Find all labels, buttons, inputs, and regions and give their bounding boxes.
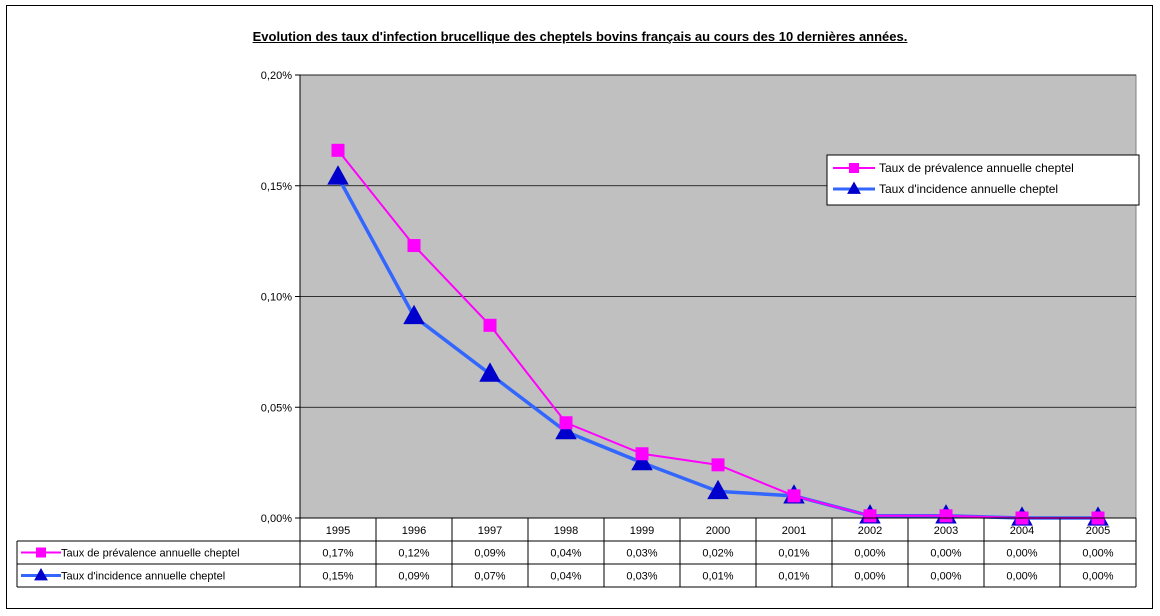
- data-point-prevalence: [635, 447, 649, 461]
- data-table: 1995 1996 1997 1998 1999 2000 2001 2002 2003 2004…: [16, 517, 1137, 588]
- table-cell: 0,00%: [1006, 548, 1037, 560]
- table-cell: 0,17%: [322, 548, 353, 560]
- table-cell: 0,00%: [854, 548, 885, 560]
- x-tick-label: 1995: [326, 525, 350, 537]
- plot-area: 0,00% 0,05% 0,10% 0,15% 0,20%: [261, 70, 1137, 526]
- table-cell: 0,00%: [1006, 571, 1037, 583]
- table-cell: 0,04%: [550, 571, 581, 583]
- data-point-prevalence: [787, 489, 801, 503]
- table-cell: 0,00%: [1082, 571, 1113, 583]
- data-point-incidence: [403, 304, 425, 325]
- table-cell: 0,12%: [398, 548, 429, 560]
- table-cell: 0,03%: [626, 571, 657, 583]
- table-cell: 0,09%: [398, 571, 429, 583]
- table-cell: 0,00%: [1082, 548, 1113, 560]
- table-cell: 0,00%: [930, 548, 961, 560]
- table-cell: 0,04%: [550, 548, 581, 560]
- table-series-marker: [34, 567, 48, 581]
- data-point-prevalence: [483, 318, 497, 332]
- x-tick-label: 1997: [478, 525, 502, 537]
- y-tick-label: 0,00%: [261, 513, 292, 525]
- x-tick-label: 2004: [1010, 525, 1034, 537]
- data-point-prevalence: [939, 509, 953, 523]
- data-point-prevalence: [711, 458, 725, 472]
- x-tick-label: 2002: [858, 525, 882, 537]
- x-tick-label: 1999: [630, 525, 654, 537]
- x-tick-label: 2000: [706, 525, 730, 537]
- table-cell: 0,01%: [778, 571, 809, 583]
- data-point-prevalence: [407, 239, 421, 253]
- legend-entry: Taux de prévalence annuelle cheptel: [879, 161, 1074, 175]
- y-tick-label: 0,20%: [261, 70, 292, 82]
- table-cell: 0,00%: [854, 571, 885, 583]
- x-tick-label: 1998: [554, 525, 578, 537]
- x-tick-label: 2003: [934, 525, 958, 537]
- table-cell: 0,03%: [626, 548, 657, 560]
- chart-title: Evolution des taux d'infection brucelliq…: [252, 29, 908, 44]
- table-cell: 0,09%: [474, 548, 505, 560]
- data-point-incidence: [631, 450, 653, 471]
- data-point-prevalence: [863, 509, 877, 523]
- table-cell: 0,01%: [778, 548, 809, 560]
- y-tick-label: 0,05%: [261, 402, 292, 414]
- data-point-prevalence: [559, 416, 573, 430]
- table-cell: 0,07%: [474, 571, 505, 583]
- data-point-incidence: [707, 479, 729, 500]
- table-cell: 0,01%: [702, 571, 733, 583]
- legend-entry: Taux d'incidence annuelle cheptel: [879, 182, 1058, 196]
- table-series-name: Taux de prévalence annuelle cheptel: [61, 548, 240, 560]
- data-point-prevalence: [331, 143, 345, 157]
- legend: Taux de prévalence annuelle cheptel Taux …: [826, 154, 1140, 206]
- x-tick-label: 2001: [782, 525, 806, 537]
- table-cell: 0,15%: [322, 571, 353, 583]
- table-cell: 0,02%: [702, 548, 733, 560]
- table-cell: 0,00%: [930, 571, 961, 583]
- table-series-name: Taux d'incidence annuelle cheptel: [61, 571, 225, 583]
- data-point-incidence: [555, 419, 577, 440]
- y-tick-label: 0,10%: [261, 292, 292, 304]
- legend-box: [826, 154, 1140, 206]
- x-tick-label: 1996: [402, 525, 426, 537]
- legend-marker: [849, 163, 859, 173]
- data-point-incidence: [327, 165, 349, 185]
- x-tick-label: 2005: [1086, 525, 1110, 537]
- y-tick-label: 0,15%: [261, 181, 292, 193]
- legend-marker: [847, 181, 861, 194]
- data-point-incidence: [479, 362, 501, 382]
- table-series-marker: [36, 547, 46, 558]
